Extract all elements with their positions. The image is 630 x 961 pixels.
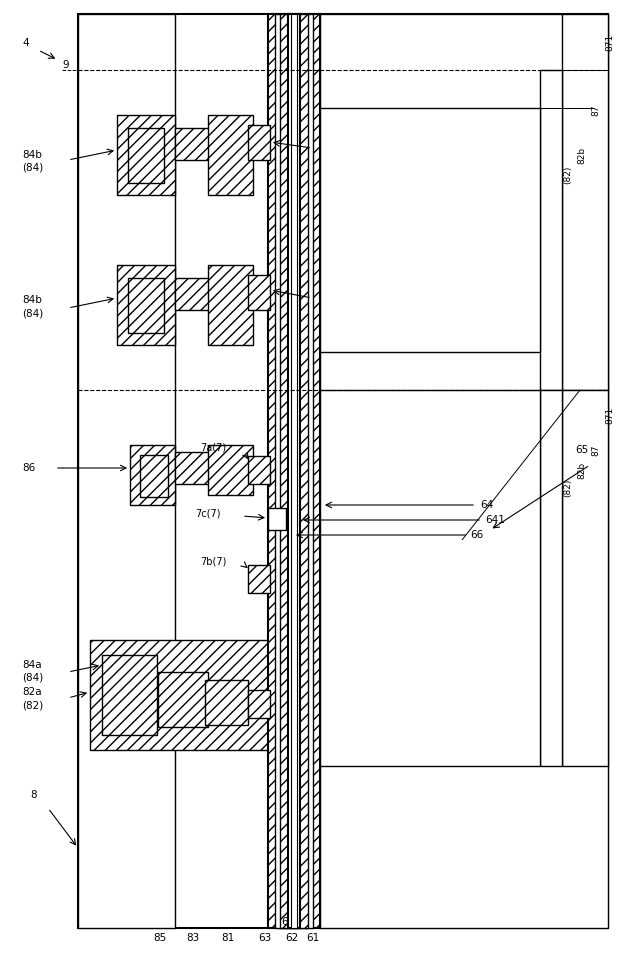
Text: 86: 86 [22,463,35,473]
Bar [268,14,320,928]
Bar [117,115,175,195]
Text: 82a: 82a [22,687,42,697]
Bar [540,70,562,390]
Text: 84a: 84a [22,660,42,670]
Bar [78,14,175,928]
Text: 62: 62 [285,933,299,943]
Text: (84): (84) [22,163,43,173]
Text: 83: 83 [186,933,200,943]
Text: 81: 81 [221,933,234,943]
Text: 7b(7): 7b(7) [200,557,226,567]
Bar [117,265,175,345]
Bar [288,14,300,928]
Bar [130,445,175,505]
Text: (84): (84) [22,309,43,319]
Text: 7c(7): 7c(7) [195,509,220,519]
Text: 84b: 84b [22,295,42,305]
Text: 871: 871 [605,407,614,424]
Bar [78,14,608,928]
Text: 4: 4 [22,38,28,48]
Text: 85: 85 [153,933,166,943]
Bar [248,125,270,160]
Bar [158,672,208,727]
Bar [175,128,215,160]
Text: 641: 641 [485,515,505,525]
Bar [248,275,270,310]
Text: 82b: 82b [578,146,587,163]
Bar [128,128,164,183]
Bar [248,456,270,484]
Bar [320,14,608,928]
Text: 871: 871 [605,34,614,51]
Text: 84b: 84b [22,150,42,160]
Bar [275,14,313,928]
Text: (82): (82) [22,700,43,710]
Bar [78,14,175,928]
Bar [280,14,308,928]
Bar [102,655,157,735]
Bar [208,445,253,495]
Bar [320,390,540,766]
Text: 61: 61 [306,933,319,943]
Text: (82): (82) [563,166,573,185]
Text: 63: 63 [258,933,272,943]
Bar [562,390,608,766]
Text: 87: 87 [592,444,600,456]
Text: 8: 8 [30,790,37,800]
Text: 6: 6 [282,917,289,927]
Text: 9: 9 [62,60,69,70]
Bar [268,508,286,530]
Bar [248,565,270,593]
Text: 87: 87 [592,104,600,115]
Bar [208,115,253,195]
Bar [320,14,608,928]
Text: (84): (84) [22,673,43,683]
Bar [540,390,562,766]
Text: 82b: 82b [578,461,587,479]
Bar [248,690,270,718]
Bar [175,278,215,310]
Text: 65: 65 [575,445,588,455]
Bar [140,455,168,497]
Bar [90,640,268,750]
Text: 66: 66 [470,530,483,540]
Bar [208,265,253,345]
Bar [205,680,248,725]
Bar [562,14,608,390]
Text: (82): (82) [563,479,573,497]
Bar [291,14,297,928]
Bar [320,108,540,352]
Text: 64: 64 [480,500,493,510]
Text: 7a(7): 7a(7) [200,443,226,453]
Bar [128,278,164,333]
Bar [175,452,213,484]
